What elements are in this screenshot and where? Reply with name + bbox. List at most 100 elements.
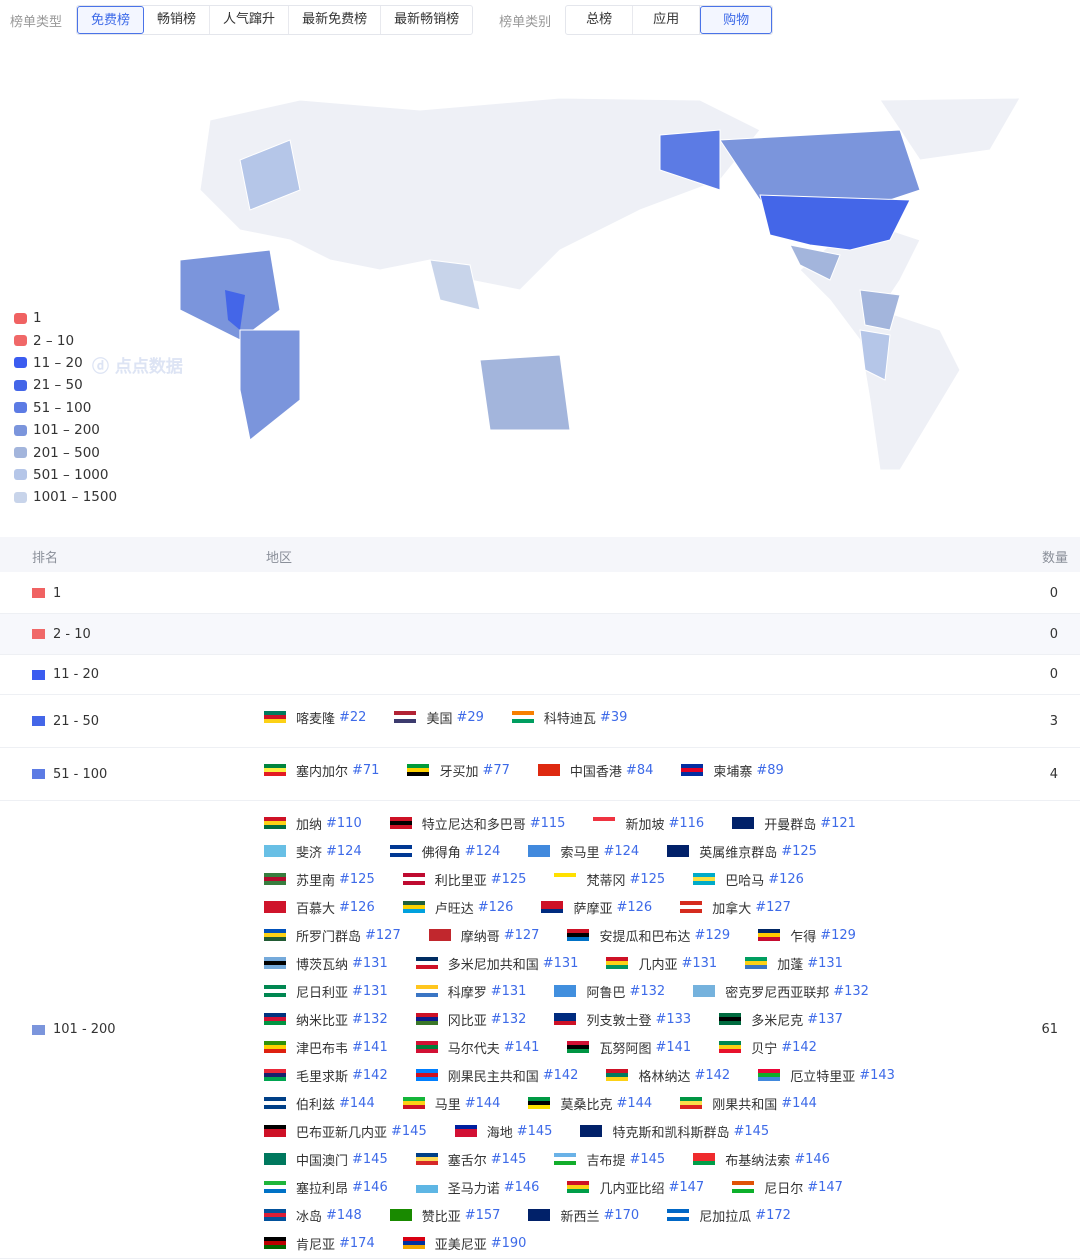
legend-item[interactable]: 11 – 20 bbox=[14, 352, 117, 374]
flag-icon bbox=[667, 1209, 690, 1221]
country-item[interactable]: 卢旺达 #126 bbox=[402, 898, 513, 917]
country-item[interactable]: 牙买加 #77 bbox=[407, 761, 510, 780]
country-item[interactable]: 萨摩亚 #126 bbox=[541, 898, 652, 917]
country-item[interactable]: 摩纳哥 #127 bbox=[428, 926, 539, 945]
country-item[interactable]: 美国 #29 bbox=[394, 708, 484, 727]
legend-item[interactable]: 2 – 10 bbox=[14, 329, 117, 351]
country-item[interactable]: 冈比亚 #132 bbox=[415, 1010, 526, 1029]
tab-list-type[interactable]: 人气蹿升 bbox=[210, 6, 290, 34]
country-item[interactable]: 密克罗尼西亚联邦 #132 bbox=[693, 982, 869, 1001]
country-item[interactable]: 毛里求斯 #142 bbox=[264, 1066, 388, 1085]
country-item[interactable]: 中国澳门 #145 bbox=[264, 1150, 388, 1169]
country-item[interactable]: 几内亚比绍 #147 bbox=[567, 1178, 704, 1197]
country-item[interactable]: 冰岛 #148 bbox=[264, 1206, 362, 1225]
country-item[interactable]: 安提瓜和巴布达 #129 bbox=[567, 926, 730, 945]
country-name: 密克罗尼西亚联邦 bbox=[725, 985, 830, 1001]
country-count: 0 bbox=[1049, 667, 1058, 682]
tab-list-category[interactable]: 总榜 bbox=[566, 6, 634, 34]
tab-list-type[interactable]: 最新免费榜 bbox=[289, 6, 382, 34]
legend-item[interactable]: 501 – 1000 bbox=[14, 464, 117, 486]
country-item[interactable]: 津巴布韦 #141 bbox=[264, 1038, 388, 1057]
country-item[interactable]: 格林纳达 #142 bbox=[606, 1066, 730, 1085]
country-item[interactable]: 尼加拉瓜 #172 bbox=[667, 1206, 791, 1225]
country-item[interactable]: 特克斯和凯科斯群岛 #145 bbox=[580, 1122, 769, 1141]
country-item[interactable]: 苏里南 #125 bbox=[264, 870, 375, 889]
country-item[interactable]: 刚果共和国 #144 bbox=[680, 1094, 817, 1113]
legend-swatch bbox=[14, 491, 27, 503]
country-name: 贝宁 bbox=[751, 1041, 778, 1057]
country-item[interactable]: 纳米比亚 #132 bbox=[264, 1010, 388, 1029]
country-item[interactable]: 科摩罗 #131 bbox=[415, 982, 526, 1001]
tab-list-type[interactable]: 畅销榜 bbox=[144, 6, 211, 34]
country-item[interactable]: 塞内加尔 #71 bbox=[264, 761, 379, 780]
country-item[interactable]: 几内亚 #131 bbox=[606, 954, 717, 973]
country-name: 海地 bbox=[486, 1125, 513, 1141]
country-count: 61 bbox=[1041, 1022, 1058, 1037]
rank-color-swatch bbox=[32, 769, 45, 779]
country-item[interactable]: 塞拉利昂 #146 bbox=[264, 1178, 388, 1197]
country-item[interactable]: 列支敦士登 #133 bbox=[554, 1010, 691, 1029]
country-item[interactable]: 吉布提 #145 bbox=[554, 1150, 665, 1169]
country-item[interactable]: 刚果民主共和国 #142 bbox=[415, 1066, 579, 1085]
legend-item[interactable]: 101 – 200 bbox=[14, 419, 117, 441]
legend-item[interactable]: 201 – 500 bbox=[14, 441, 117, 463]
country-item[interactable]: 尼日尔 #147 bbox=[732, 1178, 843, 1197]
country-item[interactable]: 多米尼加共和国 #131 bbox=[415, 954, 578, 973]
country-item[interactable]: 乍得 #129 bbox=[758, 926, 856, 945]
country-item[interactable]: 梵蒂冈 #125 bbox=[554, 870, 665, 889]
country-item[interactable]: 英属维京群岛 #125 bbox=[667, 842, 817, 861]
country-item[interactable]: 喀麦隆 #22 bbox=[264, 708, 366, 727]
country-item[interactable]: 多米尼克 #137 bbox=[719, 1010, 843, 1029]
world-map[interactable] bbox=[0, 40, 1080, 505]
country-item[interactable]: 中国香港 #84 bbox=[537, 761, 653, 780]
country-item[interactable]: 加蓬 #131 bbox=[745, 954, 843, 973]
legend-item[interactable]: 1001 – 1500 bbox=[14, 486, 117, 508]
country-item[interactable]: 圣马力诺 #146 bbox=[415, 1178, 539, 1197]
country-item[interactable]: 加拿大 #127 bbox=[680, 898, 791, 917]
flag-icon bbox=[606, 1069, 629, 1081]
country-item[interactable]: 开曼群岛 #121 bbox=[732, 814, 856, 833]
country-item[interactable]: 科特迪瓦 #39 bbox=[511, 708, 627, 727]
country-item[interactable]: 佛得角 #124 bbox=[389, 842, 500, 861]
country-rank: #129 bbox=[694, 927, 731, 943]
country-item[interactable]: 巴哈马 #126 bbox=[693, 870, 804, 889]
country-item[interactable]: 索马里 #124 bbox=[528, 842, 639, 861]
country-item[interactable]: 尼日利亚 #131 bbox=[264, 982, 388, 1001]
country-item[interactable]: 百慕大 #126 bbox=[264, 898, 375, 917]
country-rank: #145 bbox=[352, 1151, 388, 1167]
country-item[interactable]: 海地 #145 bbox=[454, 1122, 552, 1141]
country-item[interactable]: 新西兰 #170 bbox=[528, 1206, 639, 1225]
country-item[interactable]: 赞比亚 #157 bbox=[389, 1206, 500, 1225]
tab-list-category[interactable]: 购物 bbox=[700, 6, 773, 34]
country-item[interactable]: 塞舌尔 #145 bbox=[415, 1150, 526, 1169]
tab-list-type[interactable]: 最新畅销榜 bbox=[394, 12, 460, 27]
country-item[interactable]: 瓦努阿图 #141 bbox=[567, 1038, 691, 1057]
legend-item[interactable]: 21 – 50 bbox=[14, 374, 117, 396]
country-item[interactable]: 特立尼达和多巴哥 #115 bbox=[389, 814, 565, 833]
country-item[interactable]: 柬埔寨 #89 bbox=[681, 761, 784, 780]
legend-item[interactable]: 1 bbox=[14, 307, 117, 329]
country-item[interactable]: 布基纳法索 #146 bbox=[693, 1150, 830, 1169]
country-line: 巴布亚新几内亚 #145 海地 #145 特克斯和凯科斯群岛 #145 bbox=[264, 1117, 923, 1145]
tab-list-type[interactable]: 免费榜 bbox=[77, 6, 145, 34]
country-item[interactable]: 加纳 #110 bbox=[264, 814, 362, 833]
country-item[interactable]: 利比里亚 #125 bbox=[402, 870, 526, 889]
tab-list-category[interactable]: 应用 bbox=[633, 6, 701, 34]
country-item[interactable]: 新加坡 #116 bbox=[593, 814, 704, 833]
flag-icon bbox=[264, 1209, 286, 1221]
country-item[interactable]: 马里 #144 bbox=[402, 1094, 500, 1113]
country-item[interactable]: 肯尼亚 #174 bbox=[264, 1234, 375, 1253]
country-item[interactable]: 伯利兹 #144 bbox=[264, 1094, 375, 1113]
legend-item[interactable]: 51 – 100 bbox=[14, 397, 117, 419]
country-item[interactable]: 博茨瓦纳 #131 bbox=[264, 954, 388, 973]
country-item[interactable]: 所罗门群岛 #127 bbox=[264, 926, 401, 945]
country-item[interactable]: 斐济 #124 bbox=[264, 842, 362, 861]
country-item[interactable]: 巴布亚新几内亚 #145 bbox=[264, 1122, 427, 1141]
country-item[interactable]: 亚美尼亚 #190 bbox=[402, 1234, 526, 1253]
country-item[interactable]: 贝宁 #142 bbox=[719, 1038, 817, 1057]
country-item[interactable]: 阿鲁巴 #132 bbox=[554, 982, 665, 1001]
country-item[interactable]: 马尔代夫 #141 bbox=[415, 1038, 539, 1057]
country-rank: #142 bbox=[542, 1067, 579, 1083]
country-item[interactable]: 莫桑比克 #144 bbox=[528, 1094, 652, 1113]
country-item[interactable]: 厄立特里亚 #143 bbox=[758, 1066, 895, 1085]
